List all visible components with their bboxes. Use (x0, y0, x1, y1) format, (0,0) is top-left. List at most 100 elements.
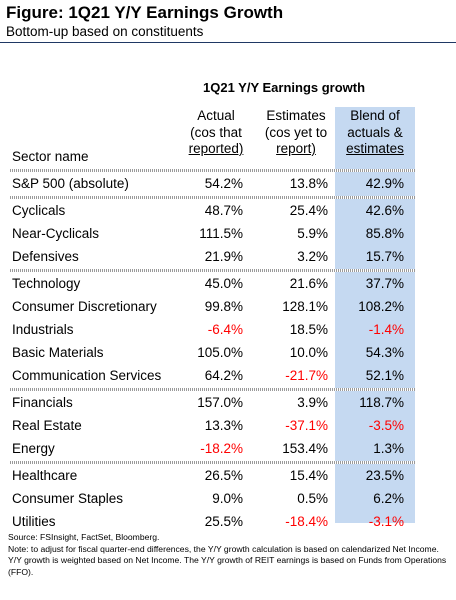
cell-blend: 37.7% (365, 276, 404, 291)
sector-name: Financials (12, 395, 73, 410)
table-group-header: 1Q21 Y/Y Earnings growth (203, 80, 366, 95)
sector-name: Consumer Discretionary (12, 299, 157, 314)
cell-actual: 54.2% (204, 176, 243, 191)
column-header-actual: Actual (cos that reported) (180, 108, 252, 158)
group-separator (10, 169, 415, 172)
cell-estimates: 13.8% (289, 176, 328, 191)
cell-blend: 52.1% (365, 368, 404, 383)
table-row: Near-Cyclicals 111.5% 5.9% 85.8% (0, 223, 456, 246)
cell-blend: 54.3% (365, 345, 404, 360)
column-header-line: Estimates (266, 108, 326, 123)
sector-name: Energy (12, 441, 55, 456)
figure-subtitle: Bottom-up based on constituents (6, 24, 204, 39)
sector-name: Consumer Staples (12, 491, 124, 506)
cell-blend: 118.7% (359, 395, 404, 410)
cell-blend: 85.8% (365, 226, 404, 241)
cell-blend: 108.2% (358, 299, 404, 314)
source-note: Source: FSInsight, FactSet, Bloomberg. (8, 532, 160, 542)
footnotes: Source: FSInsight, FactSet, Bloomberg. N… (8, 532, 453, 578)
cell-estimates: 3.2% (297, 249, 328, 264)
column-header-line: estimates (346, 141, 404, 156)
cell-blend: 23.5% (365, 468, 404, 483)
table-row: Consumer Discretionary 99.8% 128.1% 108.2% (0, 296, 456, 319)
table-row: Energy -18.2% 153.4% 1.3% (0, 438, 456, 461)
table-row: Utilities 25.5% -18.4% -3.1% (0, 511, 456, 534)
table-row: Defensives 21.9% 3.2% 15.7% (0, 246, 456, 269)
cell-actual: 99.8% (204, 299, 243, 314)
cell-estimates: 21.6% (289, 276, 328, 291)
table-row: Basic Materials 105.0% 10.0% 54.3% (0, 342, 456, 365)
sector-name: Healthcare (12, 468, 78, 483)
cell-actual: 21.9% (204, 249, 243, 264)
cell-actual: 9.0% (212, 491, 243, 506)
cell-blend: 15.7% (365, 249, 404, 264)
column-header-blend: Blend of actuals & estimates (335, 108, 415, 158)
blend-column-highlight (335, 107, 415, 523)
cell-actual: 111.5% (199, 226, 243, 241)
cell-estimates: 5.9% (297, 226, 328, 241)
group-separator (10, 196, 415, 199)
cell-actual: 45.0% (204, 276, 243, 291)
cell-actual: 64.2% (204, 368, 243, 383)
sector-name: Industrials (12, 322, 74, 337)
sector-name: Cyclicals (12, 203, 66, 218)
column-header-line: (cos yet to (264, 124, 328, 140)
row-header-label: Sector name (12, 149, 89, 164)
cell-estimates: -37.1% (285, 418, 328, 433)
sector-name: Basic Materials (12, 345, 104, 360)
cell-actual: -6.4% (207, 322, 243, 337)
table-row: Healthcare 26.5% 15.4% 23.5% (0, 465, 456, 488)
sector-name: Real Estate (12, 418, 82, 433)
column-header-line: report) (276, 141, 316, 156)
sector-name: Defensives (12, 249, 79, 264)
cell-estimates: 25.4% (289, 203, 328, 218)
cell-blend: 42.9% (365, 176, 404, 191)
column-header-estimates: Estimates (cos yet to report) (256, 108, 336, 158)
cell-blend: 6.2% (373, 491, 404, 506)
column-header-line: Blend of (350, 108, 400, 123)
cell-blend: 42.6% (365, 203, 404, 218)
cell-blend: 1.3% (373, 441, 404, 456)
table-row: Technology 45.0% 21.6% 37.7% (0, 273, 456, 296)
table-row: Industrials -6.4% 18.5% -1.4% (0, 319, 456, 342)
figure-title: Figure: 1Q21 Y/Y Earnings Growth (6, 3, 284, 22)
cell-actual: 25.5% (204, 514, 243, 529)
cell-actual: -18.2% (200, 441, 243, 456)
column-header-line: reported) (188, 141, 244, 156)
methodology-note: Note: to adjust for fiscal quarter-end d… (8, 543, 447, 577)
cell-actual: 48.7% (204, 203, 243, 218)
cell-estimates: 18.5% (289, 322, 328, 337)
cell-blend: -3.5% (368, 418, 404, 433)
table-row: Communication Services 64.2% -21.7% 52.1% (0, 365, 456, 388)
column-header-line: Actual (197, 108, 235, 123)
sector-name: Communication Services (12, 368, 162, 383)
cell-actual: 13.3% (204, 418, 243, 433)
cell-estimates: 153.4% (282, 441, 328, 456)
column-header-line: (cos that (190, 124, 242, 140)
cell-estimates: 10.0% (289, 345, 328, 360)
cell-actual: 157.0% (197, 395, 243, 410)
cell-estimates: 15.4% (289, 468, 328, 483)
table-row: Consumer Staples 9.0% 0.5% 6.2% (0, 488, 456, 511)
cell-blend: -3.1% (368, 514, 404, 529)
cell-estimates: -21.7% (285, 368, 328, 383)
title-divider (0, 42, 456, 43)
sector-name: S&P 500 (absolute) (12, 176, 129, 191)
sector-name: Technology (12, 276, 81, 291)
column-header-line: actuals & (347, 124, 403, 140)
table-row: Real Estate 13.3% -37.1% -3.5% (0, 415, 456, 438)
cell-actual: 26.5% (204, 468, 243, 483)
sector-name: Near-Cyclicals (12, 226, 100, 241)
table-row: Financials 157.0% 3.9% 118.7% (0, 392, 456, 415)
table-row: S&P 500 (absolute) 54.2% 13.8% 42.9% (0, 173, 456, 196)
cell-actual: 105.0% (197, 345, 243, 360)
sector-name: Utilities (12, 514, 56, 529)
group-separator (10, 388, 415, 391)
group-separator (10, 461, 415, 464)
table-row: Cyclicals 48.7% 25.4% 42.6% (0, 200, 456, 223)
cell-blend: -1.4% (368, 322, 404, 337)
cell-estimates: 3.9% (297, 395, 328, 410)
cell-estimates: 0.5% (297, 491, 328, 506)
cell-estimates: -18.4% (285, 514, 328, 529)
